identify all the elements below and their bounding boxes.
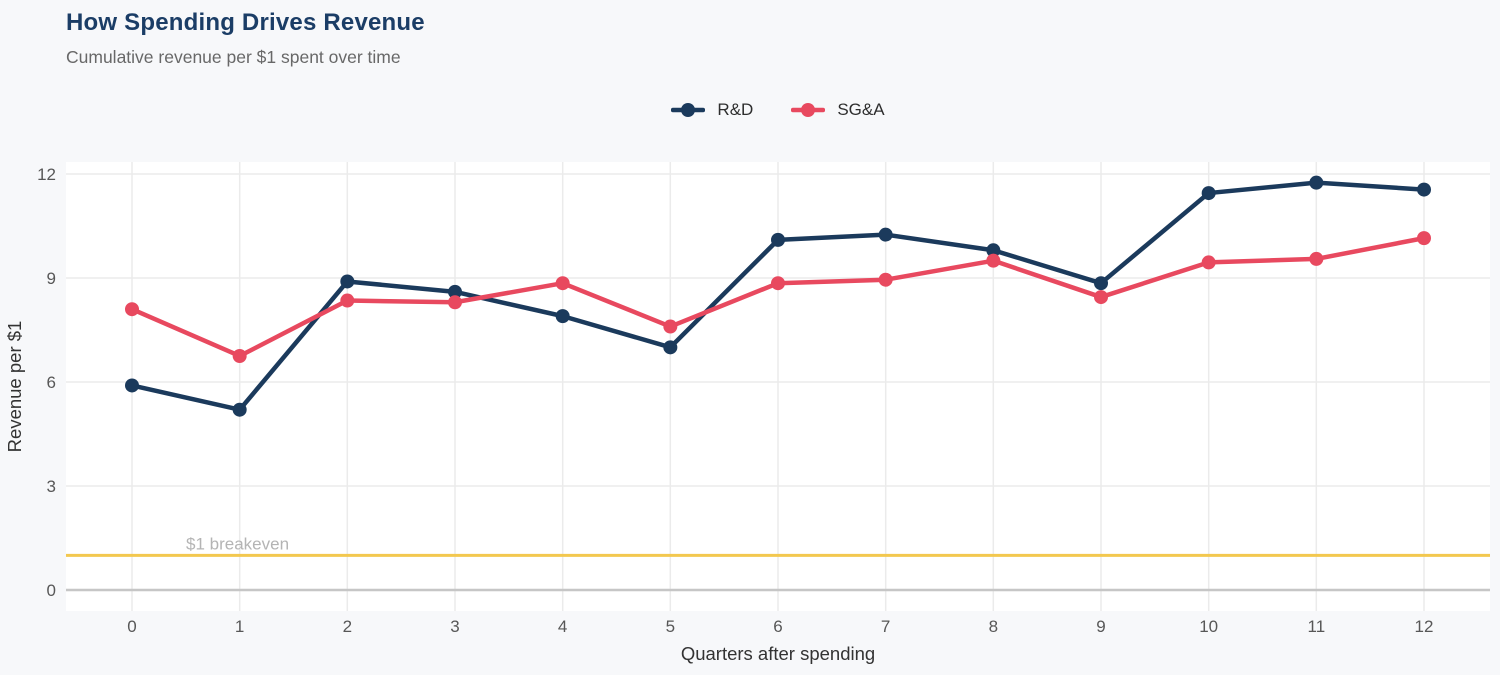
y-tick-label: 6 <box>47 373 56 392</box>
x-tick-label: 2 <box>343 617 352 636</box>
data-point-rd-q11 <box>1309 175 1324 190</box>
data-point-sga-q4 <box>555 276 570 291</box>
data-point-sga-q5 <box>663 319 678 334</box>
x-tick-label: 9 <box>1096 617 1105 636</box>
x-tick-label: 12 <box>1415 617 1434 636</box>
data-point-rd-q6 <box>771 232 786 247</box>
breakeven-label: $1 breakeven <box>186 534 289 553</box>
chart-title: How Spending Drives Revenue <box>66 9 425 36</box>
data-point-rd-q12 <box>1417 182 1432 197</box>
data-point-rd-q0 <box>125 378 139 393</box>
x-tick-label: 4 <box>558 617 567 636</box>
data-point-sga-q11 <box>1309 251 1324 266</box>
x-axis-title: Quarters after spending <box>681 643 875 664</box>
y-tick-label: 12 <box>37 165 56 184</box>
y-axis-title: Revenue per $1 <box>4 321 25 453</box>
legend-label: SG&A <box>837 100 885 119</box>
x-tick-label: 8 <box>989 617 998 636</box>
data-point-rd-q4 <box>555 309 570 324</box>
data-point-sga-q0 <box>125 302 139 317</box>
data-point-sga-q12 <box>1417 231 1432 246</box>
data-point-sga-q7 <box>878 272 893 287</box>
y-tick-label: 0 <box>47 581 56 600</box>
x-tick-label: 5 <box>666 617 675 636</box>
data-point-sga-q2 <box>340 293 355 308</box>
legend-item-rd[interactable]: R&D <box>671 100 753 120</box>
x-tick-label: 0 <box>127 617 136 636</box>
data-point-rd-q2 <box>340 274 355 289</box>
data-point-sga-q3 <box>448 295 463 310</box>
data-point-sga-q10 <box>1201 255 1216 270</box>
legend-marker-icon <box>791 103 826 117</box>
data-point-rd-q9 <box>1094 276 1109 291</box>
data-point-rd-q1 <box>232 402 247 417</box>
x-tick-label: 10 <box>1199 617 1218 636</box>
data-point-rd-q10 <box>1201 186 1216 201</box>
data-point-sga-q9 <box>1094 290 1109 305</box>
data-point-rd-q7 <box>878 227 893 242</box>
x-tick-label: 1 <box>235 617 244 636</box>
y-tick-label: 3 <box>47 477 56 496</box>
x-tick-label: 11 <box>1308 617 1326 636</box>
chart-subtitle: Cumulative revenue per $1 spent over tim… <box>66 47 401 67</box>
y-tick-label: 9 <box>47 269 56 288</box>
data-point-rd-q8 <box>986 243 1001 258</box>
x-tick-label: 7 <box>881 617 890 636</box>
x-tick-label: 6 <box>773 617 782 636</box>
data-point-sga-q6 <box>771 276 786 291</box>
data-point-sga-q8 <box>986 253 1001 268</box>
legend-marker-icon <box>671 103 706 117</box>
legend: R&D SG&A <box>66 96 1490 124</box>
x-tick-label: 3 <box>450 617 459 636</box>
legend-label: R&D <box>717 100 754 119</box>
data-point-sga-q1 <box>232 348 247 363</box>
data-point-rd-q3 <box>448 284 463 299</box>
legend-item-sga[interactable]: SG&A <box>791 100 885 120</box>
data-point-rd-q5 <box>663 340 678 355</box>
